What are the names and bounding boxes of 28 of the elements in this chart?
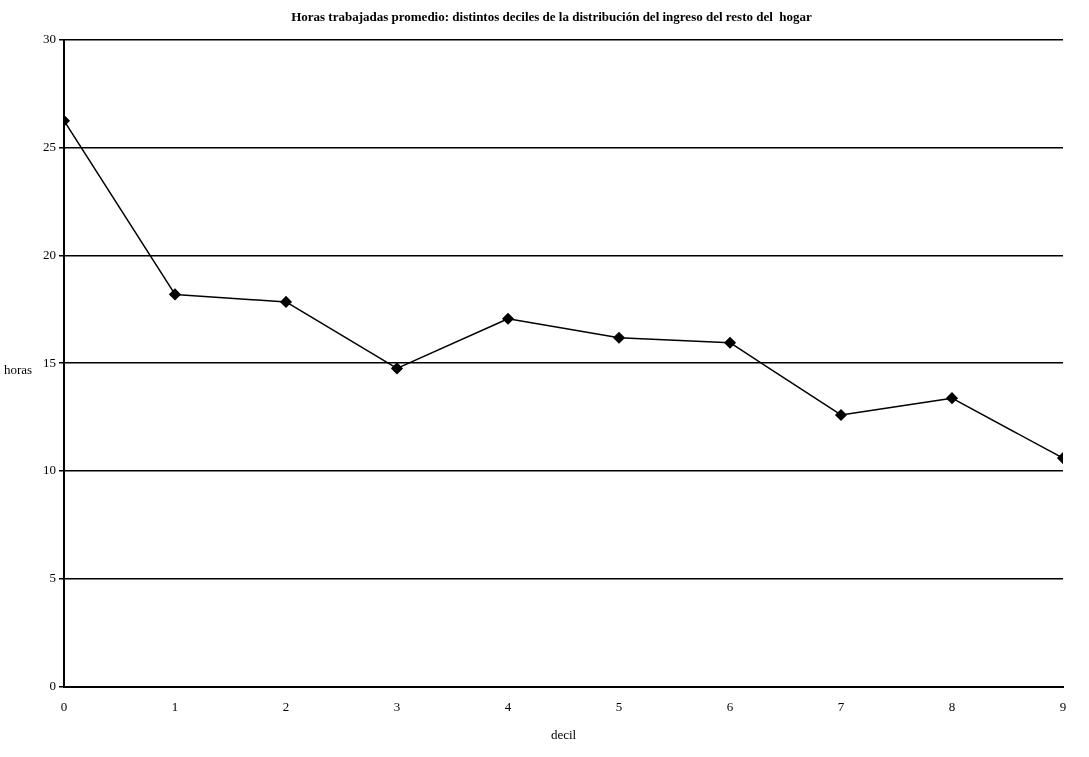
x-tick-label: 8 — [948, 699, 956, 715]
y-tick-label: 15 — [43, 354, 56, 370]
x-axis-title: decil — [550, 726, 577, 742]
x-tick-label: 7 — [837, 699, 845, 715]
point — [502, 313, 514, 325]
y-tick-label: 10 — [43, 462, 56, 478]
y-tick-label: 30 — [43, 31, 56, 47]
x-tick-label: 4 — [504, 699, 512, 715]
y-tick-label: 20 — [43, 246, 56, 262]
point — [946, 392, 958, 404]
chart-title: Horas trabajadas promedio: distintos deciles de la distribución del ingreso del resto del hogar — [291, 9, 813, 25]
x-tick-label: 0 — [60, 699, 68, 715]
y-tick-label: 25 — [43, 138, 56, 154]
y-tick-label: 0 — [49, 678, 56, 694]
x-tick-label: 2 — [282, 699, 290, 715]
point — [391, 362, 403, 375]
y-tick-label: 5 — [49, 570, 56, 586]
point — [169, 288, 181, 301]
point — [724, 336, 736, 349]
point — [280, 296, 292, 308]
x-tick-label: 3 — [393, 699, 401, 715]
point — [613, 331, 625, 344]
x-tick-label: 9 — [1059, 699, 1067, 715]
x-tick-label: 6 — [726, 699, 734, 715]
x-tick-label: 5 — [615, 699, 623, 715]
point — [835, 409, 847, 421]
y-axis-title: horas — [4, 362, 33, 378]
x-tick-label: 1 — [171, 699, 179, 715]
